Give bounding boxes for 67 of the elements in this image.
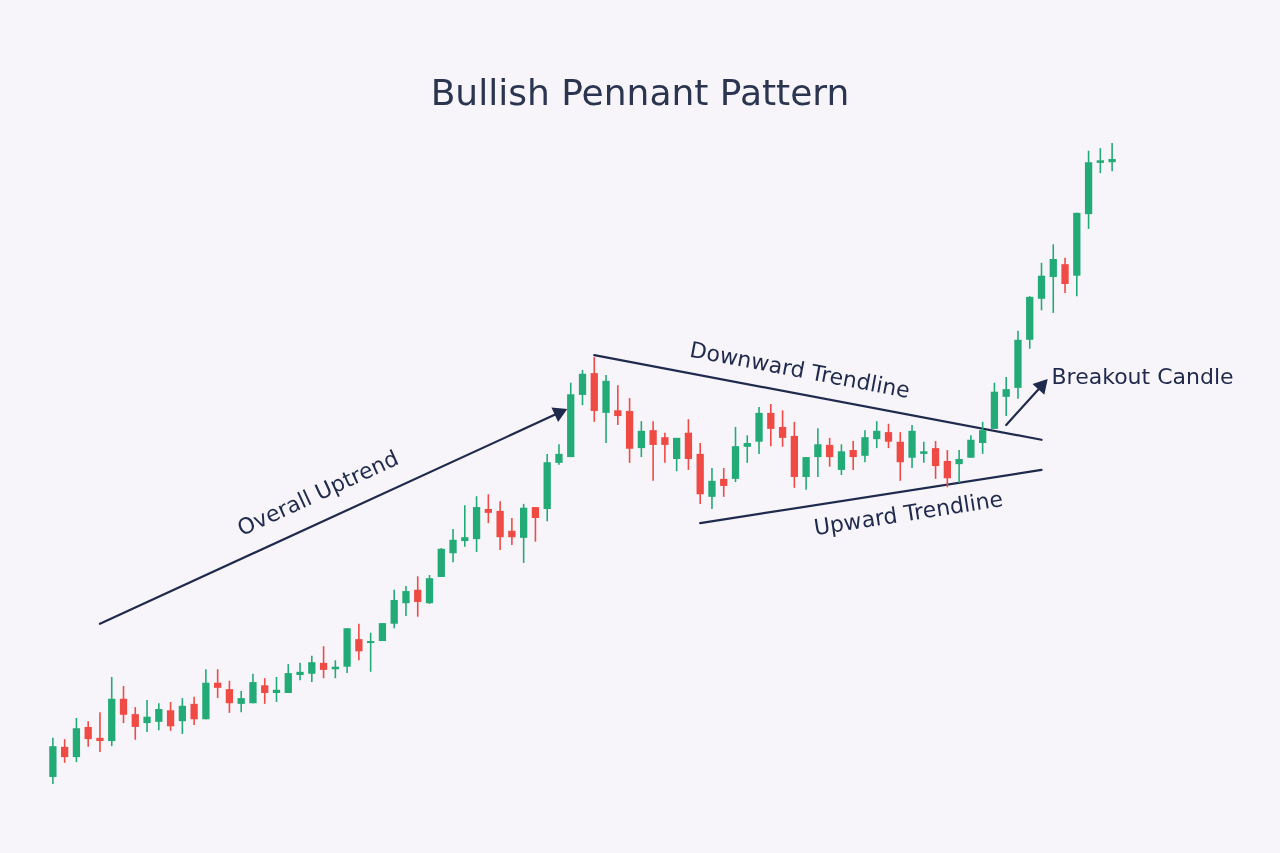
candlestick (190, 696, 198, 726)
candlestick (119, 685, 128, 724)
candlestick (720, 467, 728, 498)
candlestick (1108, 142, 1116, 172)
candlestick (955, 449, 963, 484)
candlestick (967, 434, 975, 459)
candlestick (778, 409, 787, 448)
candlestick (214, 668, 222, 699)
text: Downward Trendline (687, 336, 912, 403)
candlestick (155, 702, 163, 731)
candlestick (637, 420, 645, 458)
candlestick (319, 645, 328, 680)
candlestick (767, 403, 775, 447)
candlestick (896, 431, 904, 482)
candlestick (449, 528, 457, 564)
candlestick (1037, 262, 1046, 312)
candlestick (84, 720, 92, 748)
candlestick (708, 467, 716, 510)
candlestick (673, 437, 681, 472)
candlestick (131, 706, 139, 741)
candlestick (178, 697, 186, 735)
candlestick (873, 420, 881, 449)
candlestick (261, 677, 269, 705)
candlestick (743, 434, 751, 464)
candlestick (461, 504, 469, 548)
candlestick (1096, 147, 1104, 174)
candlestick (826, 437, 834, 468)
candlestick (249, 672, 257, 705)
candlestick (802, 456, 810, 491)
candlestick (484, 493, 492, 524)
candlestick (555, 443, 563, 466)
candlestick (402, 585, 410, 617)
candlestick (284, 663, 292, 694)
candlestick (272, 676, 281, 703)
candlestick (884, 422, 893, 449)
candlestick (920, 440, 928, 464)
candlestick (96, 711, 104, 753)
candlestick (661, 431, 669, 464)
chart-title: Bullish Pennant Pattern (429, 72, 851, 113)
candlestick (861, 429, 869, 464)
candlestick (649, 420, 657, 482)
candlestick (849, 440, 857, 471)
text: Upward Trendline (812, 486, 1005, 541)
candlestick (1049, 243, 1057, 314)
candlestick (390, 588, 398, 630)
candlestick (166, 701, 175, 732)
candlestick (943, 449, 951, 489)
candlestick (237, 690, 245, 714)
candlestick (143, 699, 151, 733)
candlestick (578, 369, 587, 406)
candlestick (1002, 376, 1010, 417)
candlestick (814, 427, 822, 478)
candlestick (531, 506, 540, 543)
candlestick (61, 738, 69, 764)
series-label: Breakout Candle (1051, 363, 1234, 389)
candlestick (296, 662, 304, 681)
candlestick (931, 440, 940, 480)
candlestick (225, 680, 234, 714)
candlestick (614, 384, 622, 426)
candlestick (414, 575, 422, 618)
candlestick (308, 655, 316, 683)
candlestick (367, 631, 375, 673)
candlestick (508, 517, 516, 546)
candlestick (355, 622, 363, 662)
candlestick (979, 421, 987, 455)
candlestick (837, 443, 846, 476)
candlestick (1061, 256, 1069, 294)
